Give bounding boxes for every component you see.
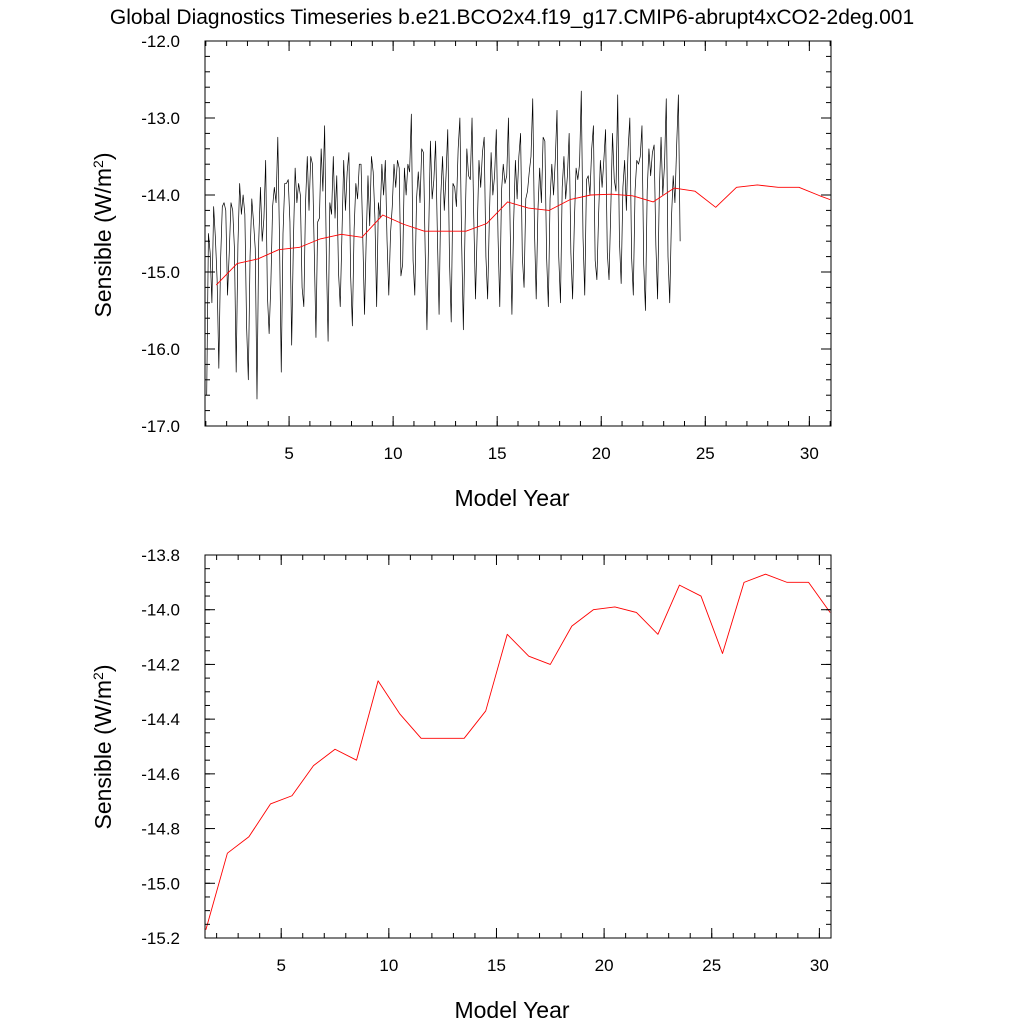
y-tick-label: -12.0 (141, 32, 180, 51)
y-tick-label: -15.2 (141, 929, 180, 948)
x-tick-label: 15 (487, 956, 506, 975)
annual-series-line (205, 573, 831, 930)
x-axis-title: Model Year (454, 485, 569, 511)
x-tick-label: 20 (592, 444, 611, 463)
x-tick-label: 5 (284, 444, 293, 463)
plot-area (205, 573, 831, 930)
y-tick-label: -14.0 (141, 601, 180, 620)
y-axis-title: Sensible (W/m2) (90, 664, 116, 829)
plot-frame (204, 40, 832, 427)
x-tick-label: 30 (800, 444, 819, 463)
y-tick-label: -13.8 (141, 546, 180, 565)
x-tick-label: 10 (384, 444, 403, 463)
y-tick-label: -14.2 (141, 655, 180, 674)
x-tick-label: 20 (595, 956, 614, 975)
x-tick-label: 25 (702, 956, 721, 975)
y-tick-label: -14.0 (141, 186, 180, 205)
x-tick-label: 5 (276, 956, 285, 975)
monthly-series-line (206, 90, 681, 400)
figure-title: Global Diagnostics Timeseries b.e21.BCO2… (110, 6, 914, 29)
annual-series-line (215, 184, 831, 286)
y-tick-label: -14.8 (141, 820, 180, 839)
y-tick-label: -14.4 (141, 710, 180, 729)
x-tick-label: 30 (810, 956, 829, 975)
y-tick-label: -14.6 (141, 765, 180, 784)
x-tick-label: 15 (488, 444, 507, 463)
x-tick-label: 10 (379, 956, 398, 975)
plot-frame (204, 554, 832, 939)
y-tick-label: -13.0 (141, 109, 180, 128)
y-axis-title: Sensible (W/m2) (90, 152, 116, 317)
y-tick-label: -16.0 (141, 340, 180, 359)
y-tick-label: -17.0 (141, 417, 180, 436)
x-axis-title: Model Year (454, 997, 569, 1023)
chart-panel-bottom: Model Year Sensible (W/m2) 5 10 15 20 25 30 -1… (90, 546, 832, 1023)
chart-panel-top: Model Year Sensible (W/m2) 5 10 15 20 25 30 -1… (90, 32, 832, 511)
y-tick-label: -15.0 (141, 263, 180, 282)
plot-area (206, 90, 831, 400)
x-tick-label: 25 (696, 444, 715, 463)
y-tick-label: -15.0 (141, 874, 180, 893)
